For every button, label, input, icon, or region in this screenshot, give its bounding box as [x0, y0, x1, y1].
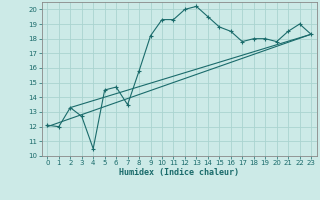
X-axis label: Humidex (Indice chaleur): Humidex (Indice chaleur) [119, 168, 239, 177]
